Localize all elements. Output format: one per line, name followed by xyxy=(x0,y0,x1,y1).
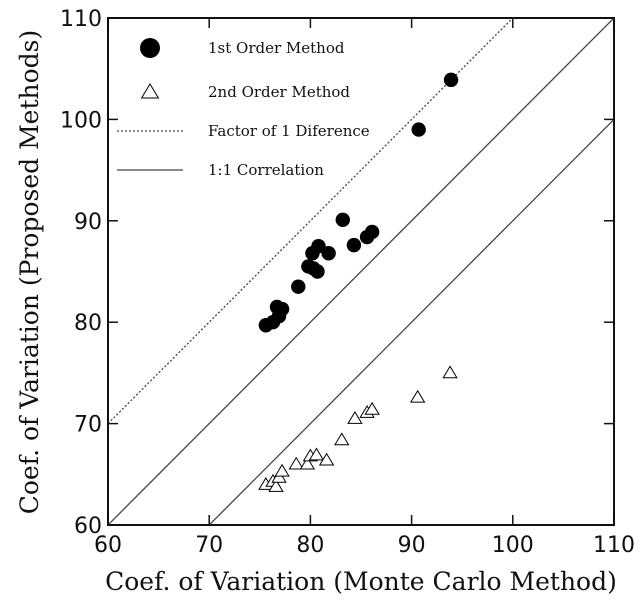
series-second-order xyxy=(258,365,458,492)
x-tick-label: 60 xyxy=(94,533,122,558)
first-order-point xyxy=(321,246,336,261)
y-tick-label: 80 xyxy=(74,311,102,336)
legend-triangle-symbol xyxy=(140,83,160,99)
first-order-point xyxy=(311,238,326,254)
second-order-point xyxy=(347,411,363,424)
y-tick-label: 90 xyxy=(74,210,102,235)
legend-label: 1:1 Correlation xyxy=(208,161,324,179)
y-tick-label: 110 xyxy=(60,7,102,32)
x-tick-labels: 60 70 80 90 100 110 xyxy=(94,533,635,558)
x-axis-title: Coef. of Variation (Monte Carlo Method) xyxy=(105,567,617,596)
y-tick-labels: 60 70 80 90 100 110 xyxy=(60,7,102,539)
second-order-point xyxy=(442,365,458,379)
second-order-point xyxy=(334,432,350,446)
data-points xyxy=(258,72,459,492)
second-order-point xyxy=(274,463,290,477)
first-order-point xyxy=(310,264,325,279)
legend-label: Factor of 1 Diference xyxy=(208,122,370,140)
x-tick-label: 80 xyxy=(296,533,324,558)
legend-label: 1st Order Method xyxy=(208,39,345,57)
reference-line xyxy=(108,18,614,525)
first-order-point xyxy=(411,122,426,137)
reference-lines xyxy=(108,18,614,525)
first-order-point xyxy=(443,72,459,88)
y-tick-label: 100 xyxy=(60,108,102,133)
first-order-point xyxy=(274,301,290,317)
first-order-point xyxy=(335,212,350,227)
y-tick-label: 70 xyxy=(74,413,102,438)
second-order-point xyxy=(308,447,325,461)
first-order-point xyxy=(364,224,380,240)
x-tick-label: 110 xyxy=(593,533,635,558)
second-order-point xyxy=(318,452,335,466)
series-first-order xyxy=(258,72,459,333)
second-order-point xyxy=(288,456,304,470)
second-order-point xyxy=(409,389,426,403)
y-axis-title: Coef. of Variation (Proposed Methods) xyxy=(15,30,44,515)
first-order-point xyxy=(291,279,306,294)
x-tick-label: 90 xyxy=(398,533,426,558)
legend: 1st Order Method 2nd Order Method Factor o… xyxy=(117,38,370,179)
legend-circle-symbol xyxy=(140,38,160,58)
reference-line xyxy=(208,118,614,525)
x-tick-label: 100 xyxy=(492,533,534,558)
axis-ticks xyxy=(107,17,615,526)
legend-label: 2nd Order Method xyxy=(208,83,350,101)
x-tick-label: 70 xyxy=(195,533,223,558)
y-tick-label: 60 xyxy=(74,514,102,539)
second-order-point xyxy=(299,456,316,470)
first-order-point xyxy=(346,237,362,253)
second-order-point xyxy=(268,478,284,492)
second-order-point xyxy=(364,401,380,415)
